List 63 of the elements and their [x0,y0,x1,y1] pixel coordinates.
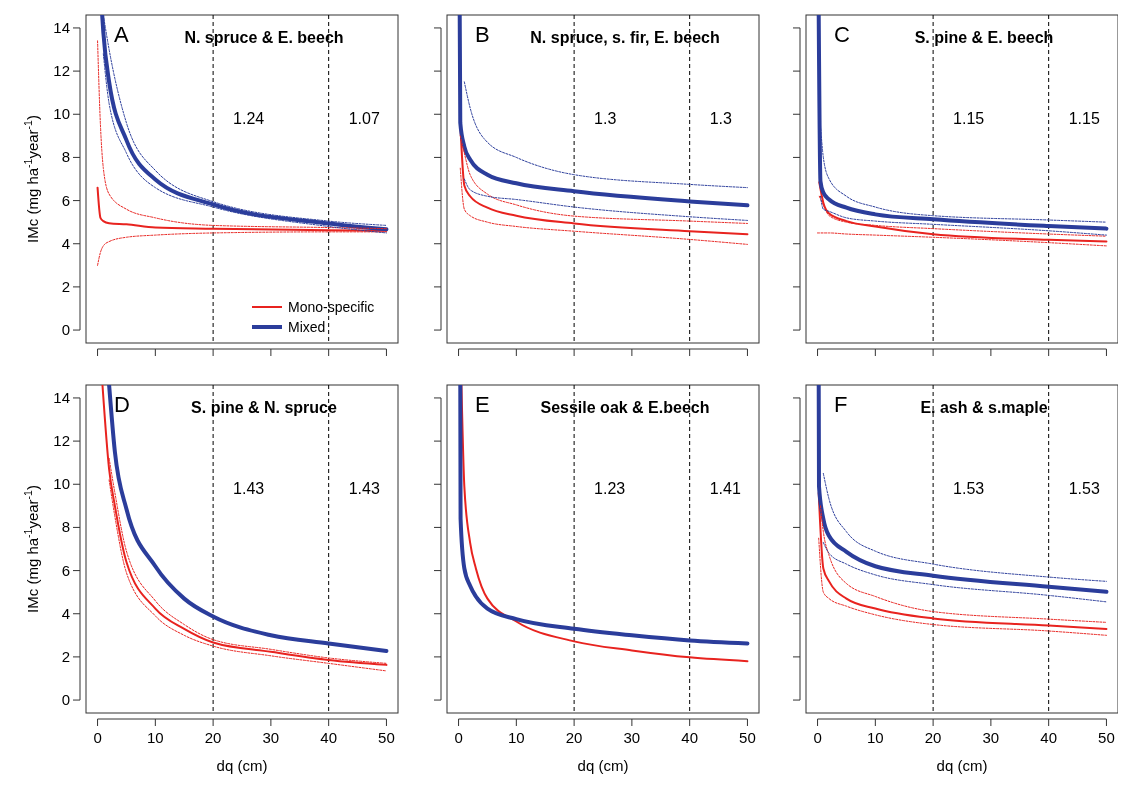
x-tick-label: 20 [204,729,222,746]
x-axis-title: dq (cm) [216,757,268,774]
annotation: E [475,392,490,417]
annotation: B [475,22,490,47]
text: E. ash & s.maple [920,399,1048,416]
annotation: 1.15 [953,110,985,128]
y-tick-label: 2 [61,277,70,295]
x-axis-title: dq (cm) [577,757,629,774]
x-tick-label: 40 [681,729,699,746]
x-tick-label: 10 [146,729,164,746]
x-tick-label: 20 [565,729,583,746]
text: Sessile oak & E.beech [540,399,710,416]
x-tick-label: 0 [454,729,463,746]
x-tick-label: 50 [378,729,395,746]
y-tick-label: 0 [61,321,70,339]
x-tick-label: 30 [982,729,1000,746]
y-tick-label: 6 [61,191,70,209]
y-tick-label: 6 [61,561,70,579]
annotation: 1.3 [594,110,617,128]
annotation: 1.53 [1068,480,1100,498]
annotation: 1.43 [348,480,380,498]
x-tick-label: 30 [623,729,641,746]
text: N. spruce, s. fir, E. beech [530,29,720,46]
x-tick-label: 10 [866,729,884,746]
x-tick-label: 50 [739,729,756,746]
y-tick-label: 2 [61,647,70,665]
x-tick-label: 40 [1040,729,1058,746]
y-tick-label: 12 [53,432,70,450]
x-tick-label: 0 [93,729,102,746]
y-tick-label: 0 [61,691,70,709]
y-tick-label: 12 [53,62,70,80]
y-tick-label: 8 [61,518,70,536]
x-tick-label: 50 [1098,729,1115,746]
text: S. pine & N. spruce [191,399,338,416]
x-tick-label: 30 [262,729,280,746]
legend-label: Mono-specific [288,299,375,315]
annotation: 1.53 [953,480,985,498]
x-tick-label: 10 [507,729,525,746]
annotation: A [114,22,129,47]
text: N. spruce & E. beech [184,29,344,46]
annotation: F [834,392,848,417]
annotation: C [834,22,850,47]
y-tick-label: 8 [61,148,70,166]
x-tick-label: 40 [320,729,338,746]
annotation: 1.43 [233,480,265,498]
y-tick-label: 4 [61,234,70,252]
annotation: 1.07 [348,110,380,128]
annotation: 1.23 [594,480,626,498]
annotation: 1.24 [233,110,265,128]
x-axis-title: dq (cm) [936,757,988,774]
y-tick-label: 10 [53,105,70,123]
y-tick-label: 14 [53,18,70,36]
text: S. pine & E. beech [914,29,1054,46]
annotation: 1.3 [709,110,733,128]
annotation: 1.41 [709,480,741,498]
y-tick-label: 10 [53,475,70,493]
x-tick-label: 20 [924,729,942,746]
annotation: 1.15 [1068,110,1100,128]
y-tick-label: 14 [53,388,70,406]
x-tick-label: 0 [813,729,822,746]
annotation: D [114,392,130,417]
legend-label: Mixed [288,319,326,335]
y-tick-label: 4 [61,604,70,622]
